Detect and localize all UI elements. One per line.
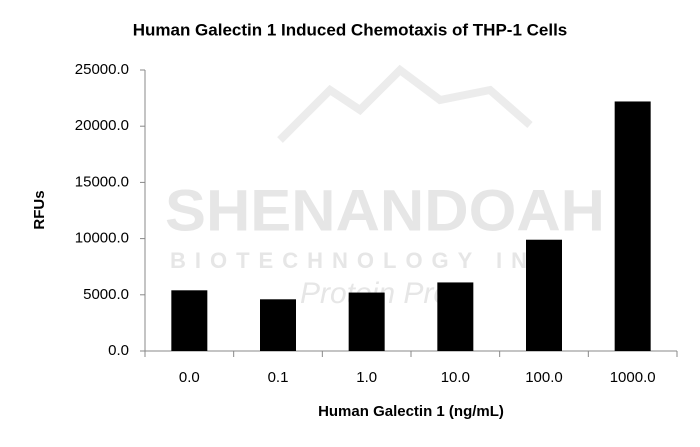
y-tick-label: 5000.0 bbox=[83, 286, 129, 303]
x-tick-label: 100.0 bbox=[525, 369, 563, 386]
bar bbox=[171, 290, 208, 351]
y-tick-label: 25000.0 bbox=[75, 61, 129, 78]
watermark-logo bbox=[277, 64, 533, 143]
bar bbox=[260, 299, 296, 351]
y-axis-label: RFUs bbox=[31, 190, 48, 229]
y-tick-label: 20000.0 bbox=[75, 117, 129, 134]
x-tick-label: 1.0 bbox=[356, 369, 377, 386]
bar bbox=[437, 282, 474, 351]
watermark: BIOTECHNOLOGY INC bbox=[170, 248, 561, 273]
bar bbox=[526, 239, 562, 351]
x-tick-label: 1000.0 bbox=[610, 369, 656, 386]
x-tick-label: 10.0 bbox=[441, 369, 470, 386]
x-tick-label: 0.0 bbox=[179, 369, 200, 386]
y-tick-label: 15000.0 bbox=[75, 173, 129, 190]
y-tick-label: 10000.0 bbox=[75, 230, 129, 247]
y-tick-label: 0.0 bbox=[108, 342, 129, 359]
chart-title: Human Galectin 1 Induced Chemotaxis of T… bbox=[133, 20, 568, 39]
bar bbox=[348, 292, 385, 351]
bar bbox=[614, 101, 651, 351]
watermark: SHENANDOAH bbox=[165, 178, 605, 243]
x-axis-label: Human Galectin 1 (ng/mL) bbox=[318, 403, 504, 420]
x-tick-label: 0.1 bbox=[268, 369, 289, 386]
